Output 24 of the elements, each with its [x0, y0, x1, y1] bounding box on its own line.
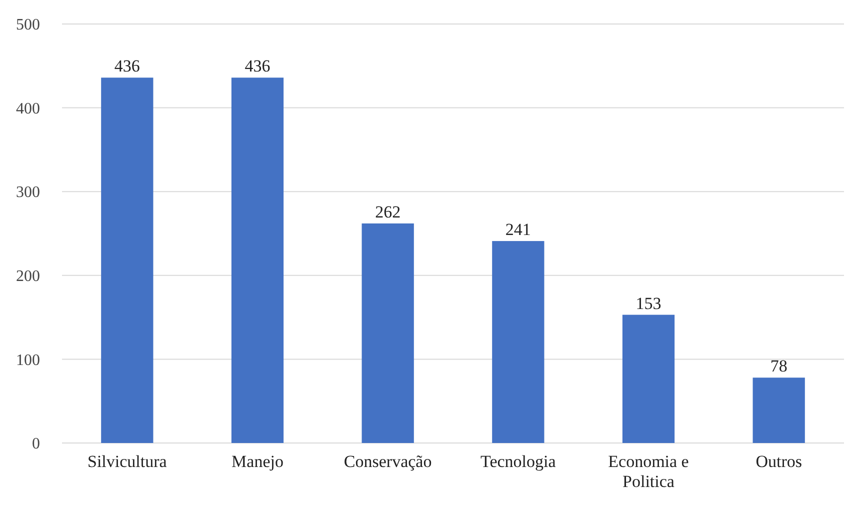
y-tick-label: 500: [16, 16, 40, 34]
data-label: 262: [375, 202, 401, 222]
y-tick-label: 200: [16, 268, 40, 285]
data-label: 436: [244, 56, 270, 76]
data-label: 436: [114, 56, 140, 76]
data-label: 153: [636, 294, 662, 313]
y-tick-label: 0: [32, 436, 40, 453]
y-tick-label: 100: [16, 352, 40, 369]
x-tick-label: Tecnologia: [480, 452, 556, 471]
x-tick-label: Silvicultura: [88, 452, 168, 471]
data-label: 241: [505, 220, 531, 240]
bar: [101, 78, 154, 443]
bar: [752, 378, 805, 443]
bar: [622, 314, 675, 443]
bar: [492, 241, 544, 443]
x-tick-label: Outros: [756, 452, 802, 471]
bar: [231, 78, 284, 443]
x-tick-label: Economia e Politica: [608, 452, 689, 491]
bar: [362, 223, 414, 443]
y-tick-label: 400: [16, 100, 40, 118]
y-tick-label: 300: [16, 184, 40, 202]
x-tick-label: Manejo: [232, 452, 284, 471]
data-label: 78: [770, 356, 788, 376]
x-tick-label: Conservação: [344, 452, 432, 471]
